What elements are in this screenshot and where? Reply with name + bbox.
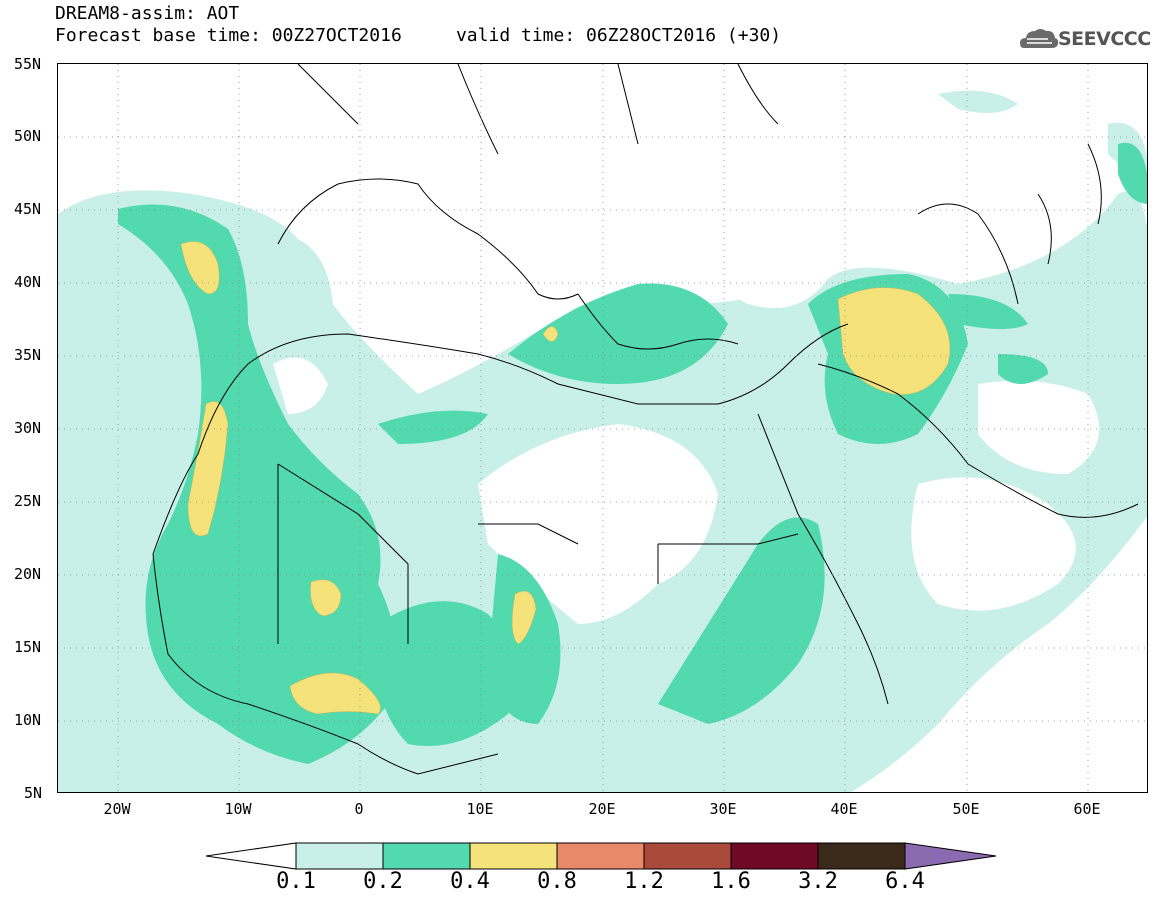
lon-label-50e: 50E <box>952 800 980 818</box>
colorbar-label-0.8: 0.8 <box>537 869 577 894</box>
colorbar-label-0.4: 0.4 <box>450 869 490 894</box>
lat-label-40n: 40N <box>14 273 42 291</box>
colorbar-bin-3 <box>469 842 558 870</box>
lon-label-60e: 60E <box>1073 800 1101 818</box>
colorbar-label-6.4: 6.4 <box>885 869 925 894</box>
lon-label-40e: 40E <box>830 800 858 818</box>
colorbar <box>206 842 997 870</box>
lat-label-50n: 50N <box>14 127 42 145</box>
colorbar-bin-2 <box>382 842 471 870</box>
colorbar-label-1.2: 1.2 <box>624 869 664 894</box>
colorbar-bin-4 <box>556 842 645 870</box>
lat-label-35n: 35N <box>14 346 42 364</box>
lat-label-20n: 20N <box>14 565 42 583</box>
lat-label-30n: 30N <box>14 419 42 437</box>
colorbar-lower-arrow <box>206 842 297 870</box>
lon-label-20e: 20E <box>588 800 616 818</box>
logo-text: SEEVCCC <box>1058 28 1151 50</box>
colorbar-bin-6 <box>730 842 819 870</box>
forecast-time-line: Forecast base time: 00Z27OCT2016 valid t… <box>55 25 782 46</box>
lat-label-15n: 15N <box>14 638 42 656</box>
cloud-logo-icon <box>1020 29 1059 48</box>
colorbar-label-0.1: 0.1 <box>276 869 316 894</box>
lat-label-25n: 25N <box>14 492 42 510</box>
colorbar-label-3.2: 3.2 <box>798 869 838 894</box>
colorbar-label-1.6: 1.6 <box>711 869 751 894</box>
colorbar-bin-5 <box>643 842 732 870</box>
lon-label-0: 0 <box>354 800 364 818</box>
chart-title: DREAM8-assim: AOT <box>55 3 240 24</box>
lat-label-55n: 55N <box>14 55 42 73</box>
lon-label-10e: 10E <box>466 800 494 818</box>
colorbar-label-0.2: 0.2 <box>363 869 403 894</box>
aot-contour-0.4 <box>180 241 951 715</box>
aot-field-map <box>58 64 1147 792</box>
lon-label-20w: 20W <box>103 800 131 818</box>
lat-label-5n: 5N <box>24 784 43 802</box>
colorbar-bin-7 <box>817 842 906 870</box>
lon-label-30e: 30E <box>709 800 737 818</box>
lat-label-10n: 10N <box>14 711 42 729</box>
colorbar-bin-1 <box>295 842 384 870</box>
lon-label-10w: 10W <box>224 800 252 818</box>
colorbar-upper-arrow <box>904 842 997 870</box>
coastline-borders <box>152 64 1139 775</box>
map-panel <box>57 63 1148 793</box>
lat-label-45n: 45N <box>14 200 42 218</box>
